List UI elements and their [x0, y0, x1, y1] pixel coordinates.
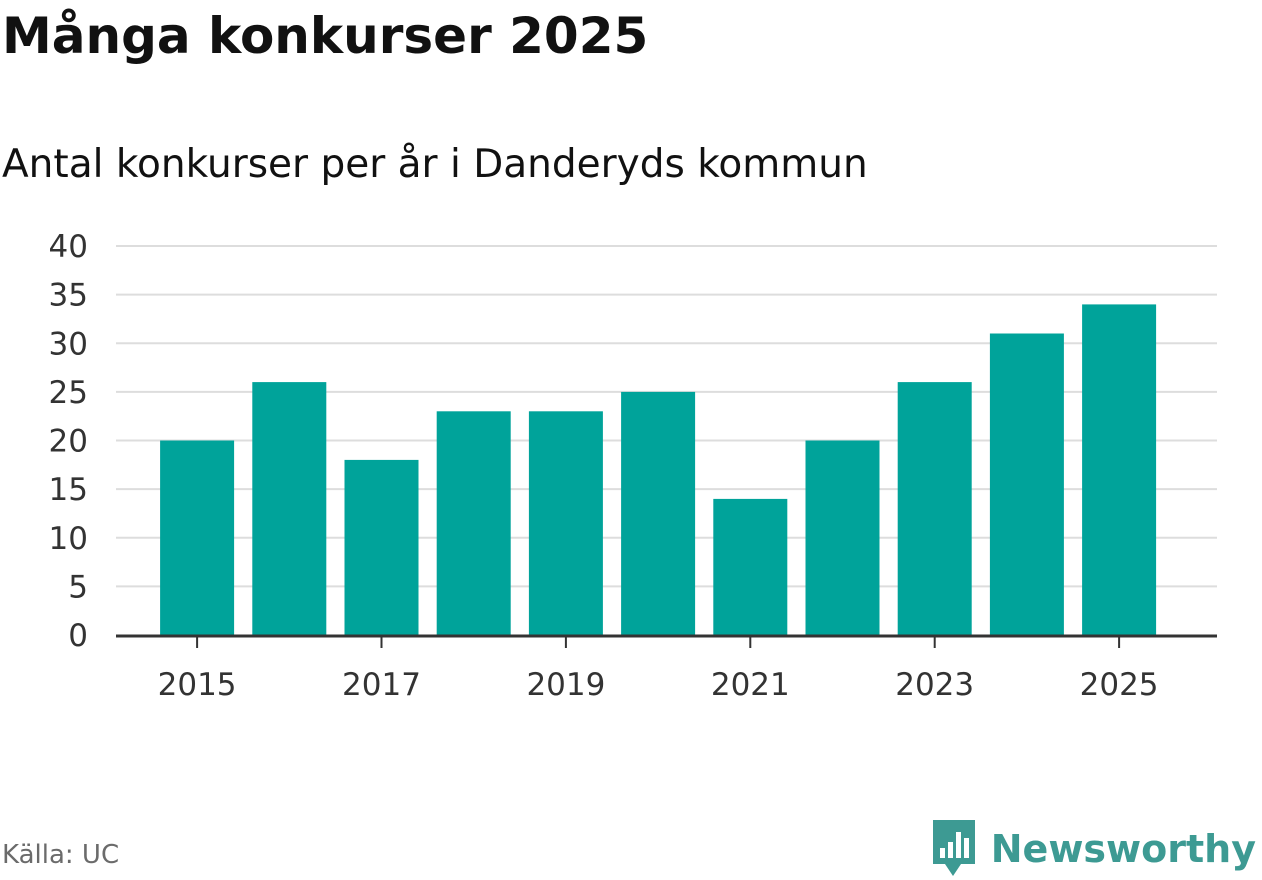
bar-2018	[436, 411, 511, 635]
y-tick-label: 10	[49, 521, 88, 557]
bars	[160, 304, 1157, 635]
bar-2021	[713, 498, 788, 635]
x-axis-labels: 2015 2017 2019 2021 2023 2025	[158, 667, 1159, 703]
chart-subtitle: Antal konkurser per år i Danderyds kommu…	[2, 142, 868, 187]
y-tick-label: 5	[68, 569, 88, 605]
bar-2025	[1082, 304, 1157, 635]
x-tick-label: 2023	[895, 667, 974, 703]
y-axis-labels: 0 5 10 15 20 25 30 35 40	[49, 229, 88, 654]
axes	[116, 634, 1217, 648]
brand-name: Newsworthy	[990, 827, 1256, 871]
bar-2023	[897, 382, 972, 635]
bar-2019	[528, 411, 603, 635]
bar-2017	[344, 459, 419, 635]
bar-2024	[989, 333, 1064, 635]
x-tick-label: 2025	[1080, 667, 1159, 703]
x-tick-label: 2017	[342, 667, 421, 703]
chart-title: Många konkurser 2025	[2, 7, 649, 65]
y-tick-label: 30	[49, 326, 88, 362]
bar-2015	[160, 440, 235, 635]
brand: Newsworthy	[929, 818, 1256, 880]
y-tick-label: 15	[49, 472, 88, 508]
newsworthy-logo-icon	[932, 820, 975, 876]
y-tick-label: 0	[68, 618, 88, 654]
x-tick-label: 2019	[526, 667, 605, 703]
y-tick-label: 40	[49, 229, 88, 265]
bar-2022	[805, 440, 880, 635]
x-tick-label: 2021	[711, 667, 790, 703]
bar-2016	[252, 382, 327, 635]
y-tick-label: 35	[49, 278, 88, 314]
bar-2020	[621, 391, 696, 635]
source-note: Källa: UC	[2, 840, 120, 870]
y-tick-label: 20	[49, 424, 88, 460]
y-tick-label: 25	[49, 375, 88, 411]
x-tick-label: 2015	[158, 667, 237, 703]
